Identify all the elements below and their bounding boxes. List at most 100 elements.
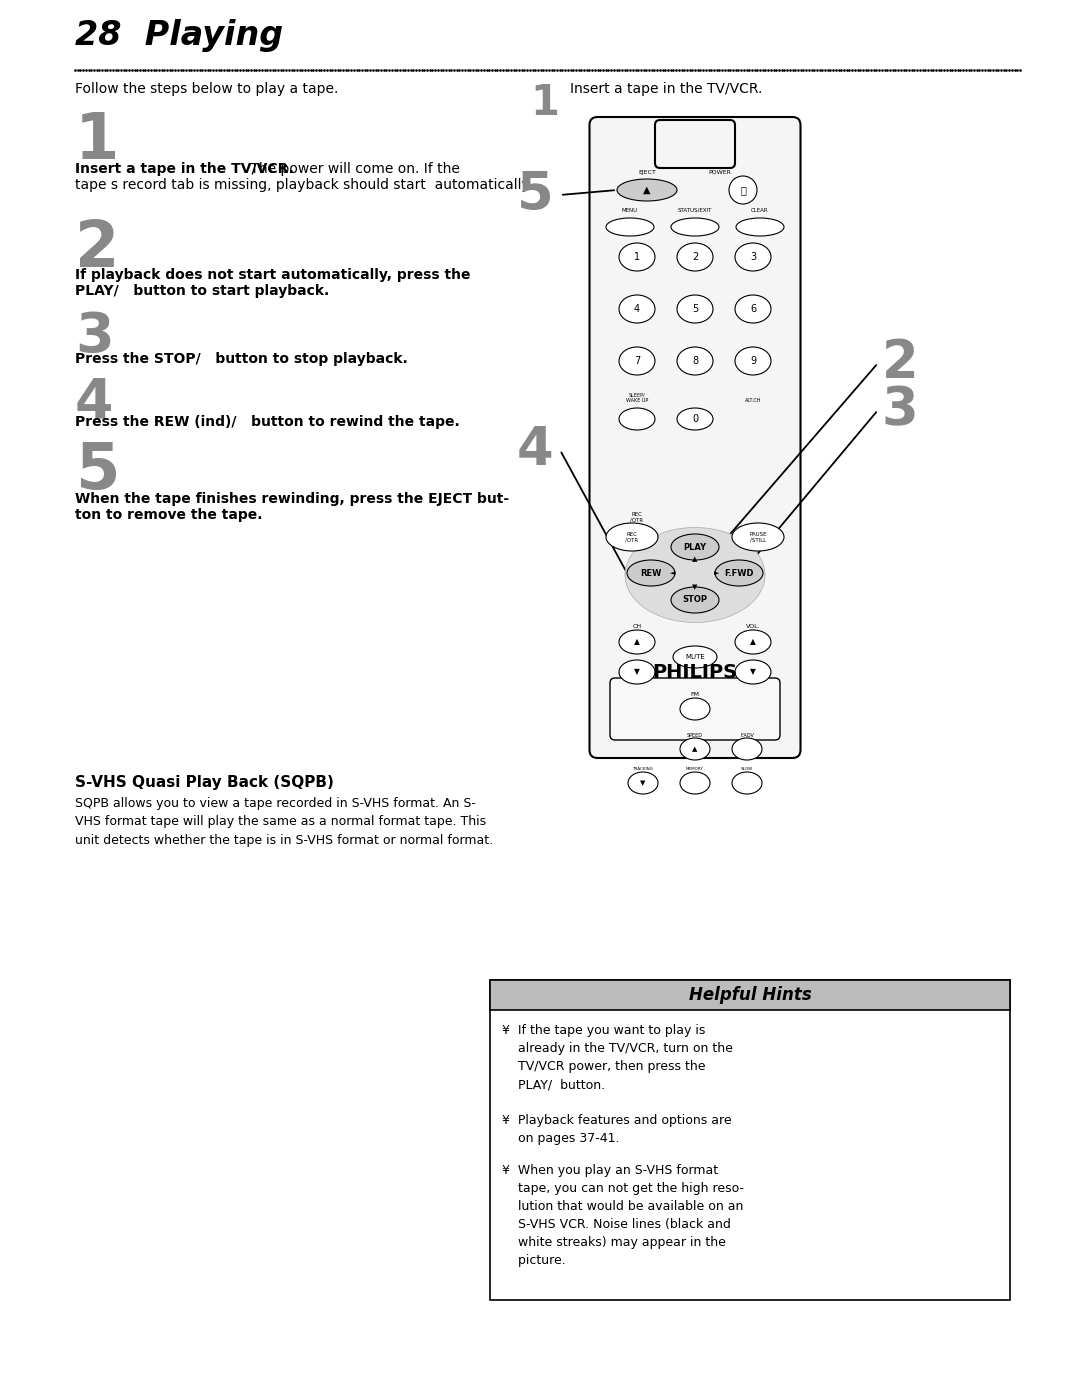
Text: 1: 1 [530,82,559,124]
Ellipse shape [677,295,713,323]
Text: 4: 4 [75,374,113,429]
Text: The power will come on. If the: The power will come on. If the [246,162,460,176]
Ellipse shape [671,218,719,236]
Text: Helpful Hints: Helpful Hints [689,986,811,1004]
Text: PAUSE
/STILL: PAUSE /STILL [750,532,767,542]
Ellipse shape [617,179,677,201]
Ellipse shape [735,243,771,271]
Text: MUTE: MUTE [685,654,705,659]
Text: SPEED: SPEED [687,733,703,738]
Ellipse shape [732,773,762,793]
Text: ton to remove the tape.: ton to remove the tape. [75,509,262,522]
Bar [490,981,1010,1301]
Ellipse shape [671,587,719,613]
Text: ▲: ▲ [692,556,698,562]
Text: When the tape finishes rewinding, press the EJECT but-: When the tape finishes rewinding, press … [75,492,509,506]
Ellipse shape [729,176,757,204]
Ellipse shape [677,346,713,374]
Bar [490,981,1010,1010]
Ellipse shape [680,773,710,793]
Ellipse shape [625,528,765,623]
Text: F.ADV: F.ADV [740,733,754,738]
Text: MENU: MENU [622,208,638,212]
Text: ¥  Playback features and options are
    on pages 37-41.: ¥ Playback features and options are on p… [502,1113,731,1146]
Text: TRACKING: TRACKING [633,767,653,771]
Text: ▼: ▼ [751,668,756,676]
Ellipse shape [677,408,713,430]
Text: 2: 2 [692,251,698,263]
Ellipse shape [735,630,771,654]
Text: 1: 1 [634,251,640,263]
Ellipse shape [627,560,675,585]
Ellipse shape [627,773,658,793]
Text: STATUS/EXIT: STATUS/EXIT [678,208,712,212]
Ellipse shape [735,346,771,374]
Ellipse shape [680,698,710,719]
Text: Press the REW (ind)/   button to rewind the tape.: Press the REW (ind)/ button to rewind th… [75,415,460,429]
Text: 4: 4 [516,425,553,476]
Ellipse shape [619,630,654,654]
Text: ▲: ▲ [644,184,651,196]
Text: S-VHS Quasi Play Back (SQPB): S-VHS Quasi Play Back (SQPB) [75,775,334,789]
Text: ▲: ▲ [751,637,756,647]
Text: ▼: ▼ [634,668,640,676]
Ellipse shape [671,534,719,560]
Text: SLEEP/
WAKE UP: SLEEP/ WAKE UP [626,393,648,402]
Ellipse shape [735,295,771,323]
Text: F.FWD: F.FWD [725,569,754,577]
Text: SQPB allows you to view a tape recorded in S-VHS format. An S-
VHS format tape w: SQPB allows you to view a tape recorded … [75,798,494,847]
Ellipse shape [606,218,654,236]
Text: CLEAR: CLEAR [752,208,769,212]
Ellipse shape [619,295,654,323]
Text: Follow the steps below to play a tape.: Follow the steps below to play a tape. [75,82,338,96]
Text: REW: REW [640,569,662,577]
Text: Press the STOP/   button to stop playback.: Press the STOP/ button to stop playback. [75,352,408,366]
Text: ¥  If the tape you want to play is
    already in the TV/VCR, turn on the
    TV: ¥ If the tape you want to play is alread… [502,1024,733,1091]
Ellipse shape [680,738,710,760]
FancyBboxPatch shape [654,120,735,168]
Ellipse shape [735,218,784,236]
Text: STOP: STOP [683,595,707,605]
Text: Insert a tape in the TV/VCR.: Insert a tape in the TV/VCR. [570,82,762,96]
Text: PLAY/   button to start playback.: PLAY/ button to start playback. [75,284,329,298]
FancyBboxPatch shape [590,117,800,759]
Ellipse shape [606,522,658,550]
Text: MEMORY: MEMORY [686,767,704,771]
Ellipse shape [619,408,654,430]
Text: ◄: ◄ [671,570,676,576]
Text: CH: CH [633,624,642,629]
Text: 3: 3 [750,251,756,263]
Text: 0: 0 [692,414,698,425]
Text: 4: 4 [634,305,640,314]
Text: 5: 5 [75,440,120,502]
Text: 5: 5 [516,169,553,221]
Text: ALT.CH: ALT.CH [745,398,761,402]
Text: 5: 5 [692,305,698,314]
Ellipse shape [715,560,762,585]
Text: SLOW: SLOW [741,767,753,771]
Ellipse shape [619,659,654,685]
Ellipse shape [732,522,784,550]
Ellipse shape [619,346,654,374]
Text: ►: ► [714,570,719,576]
Text: EJECT: EJECT [638,170,656,175]
Text: 6: 6 [750,305,756,314]
Text: 28  Playing: 28 Playing [75,20,283,52]
Text: If playback does not start automatically, press the: If playback does not start automatically… [75,268,471,282]
Text: 1: 1 [75,110,120,172]
Text: 3: 3 [75,310,113,365]
Text: PLAY: PLAY [684,542,706,552]
Ellipse shape [619,243,654,271]
Text: 8: 8 [692,356,698,366]
Text: PHILIPS: PHILIPS [652,662,738,682]
Text: ▲: ▲ [692,746,698,752]
Ellipse shape [677,243,713,271]
Text: tape s record tab is missing, playback should start  automatically.: tape s record tab is missing, playback s… [75,177,532,191]
Text: ¥  When you play an S-VHS format
    tape, you can not get the high reso-
    lu: ¥ When you play an S-VHS format tape, yo… [502,1164,744,1267]
Text: 3: 3 [881,384,918,436]
Text: Insert a tape in the TV/VCR.: Insert a tape in the TV/VCR. [75,162,294,176]
Text: REC
/OTR: REC /OTR [625,532,638,542]
Text: POWER: POWER [708,170,731,175]
Text: 2: 2 [881,337,918,388]
Text: REC
/OTR: REC /OTR [631,513,644,522]
